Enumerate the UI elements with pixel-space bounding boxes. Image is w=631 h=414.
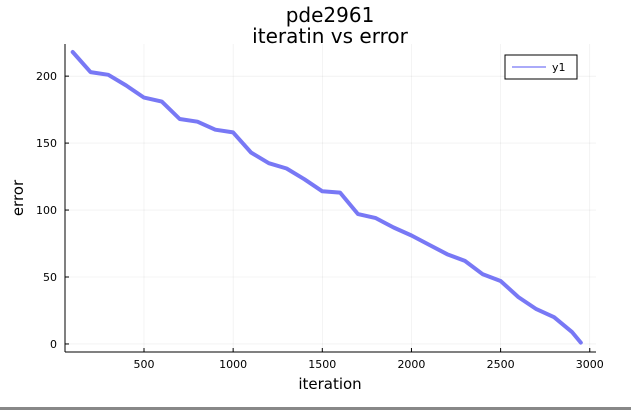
x-tick-label: 3000 — [576, 358, 604, 371]
x-tick-label: 1500 — [308, 358, 336, 371]
y-axis-label: error — [9, 179, 27, 216]
y-tick-label: 100 — [36, 204, 57, 217]
legend-label: y1 — [552, 61, 566, 74]
x-tick-label: 1000 — [219, 358, 247, 371]
legend: y1 — [504, 54, 578, 80]
x-axis-label: iteration — [298, 375, 361, 393]
x-tick-label: 2000 — [397, 358, 425, 371]
y-tick-label: 150 — [36, 137, 57, 150]
y-tick-label: 200 — [36, 70, 57, 83]
series — [70, 50, 583, 345]
y-ticks: 0 50 100 150 200 — [36, 70, 69, 351]
series-line-y1 — [70, 50, 583, 345]
chart-title: pde2961 — [286, 3, 375, 27]
axes — [64, 44, 596, 353]
x-tick-label: 2500 — [487, 358, 515, 371]
window-bottom-edge — [0, 407, 631, 410]
y-tick-label: 0 — [50, 338, 57, 351]
chart-subtitle: iteratin vs error — [252, 24, 408, 48]
y-tick-label: 50 — [43, 271, 57, 284]
x-ticks: 500 1000 1500 2000 2500 3000 — [133, 348, 604, 371]
grid — [65, 44, 596, 352]
x-tick-label: 500 — [133, 358, 154, 371]
